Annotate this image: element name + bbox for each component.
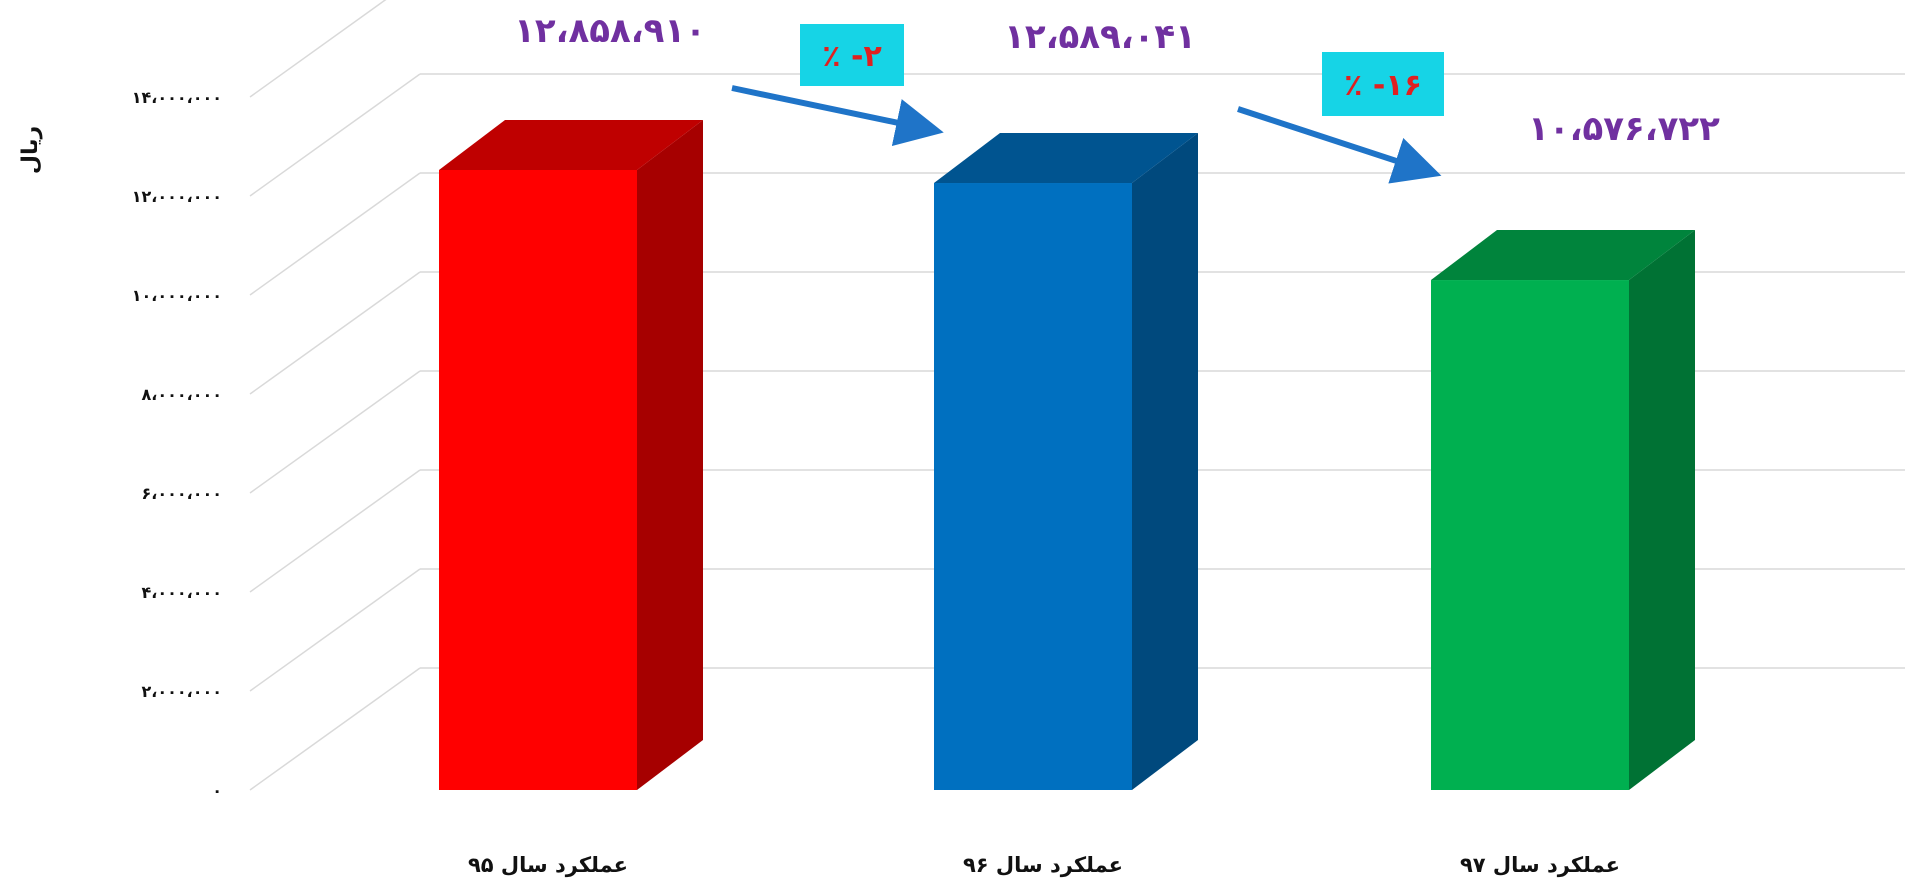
bar-side-face bbox=[637, 120, 703, 790]
change-arrow bbox=[731, 85, 944, 147]
text-layer: ۰ ۲،۰۰۰،۰۰۰ ۴،۰۰۰،۰۰۰ ۶،۰۰۰،۰۰۰ ۸،۰۰۰،۰۰۰ ۱۰،… bbox=[132, 11, 1720, 877]
y-tick-label: ۱۲،۰۰۰،۰۰۰ bbox=[132, 187, 222, 206]
bars-layer bbox=[439, 120, 1695, 790]
y-axis-label: ریال bbox=[18, 126, 43, 174]
change-arrow bbox=[1237, 106, 1442, 184]
percent-change-label: ٪ -۱۶ bbox=[1344, 68, 1422, 103]
bar-top-face bbox=[934, 133, 1198, 184]
bar-side-face bbox=[1629, 230, 1695, 790]
bar-top-face bbox=[1431, 230, 1695, 281]
y-tick-label: ۱۰،۰۰۰،۰۰۰ bbox=[132, 286, 222, 305]
bar-top-face bbox=[439, 120, 703, 170]
bar-side-face bbox=[1132, 133, 1198, 790]
x-tick-label: عملکرد سال ۹۶ bbox=[963, 853, 1123, 877]
y-tick-label: ۴،۰۰۰،۰۰۰ bbox=[141, 583, 222, 602]
bar bbox=[934, 183, 1132, 790]
gridline-diagonal bbox=[249, 667, 421, 791]
bar bbox=[439, 170, 637, 790]
y-tick-label: ۶،۰۰۰،۰۰۰ bbox=[141, 484, 222, 503]
annotations-layer: ٪ -۲ ٪ -۱۶ bbox=[731, 24, 1444, 184]
data-label: ۱۰،۵۷۶،۷۲۲ bbox=[1528, 109, 1720, 149]
y-tick-label: ۲،۰۰۰،۰۰۰ bbox=[141, 682, 222, 701]
gridline-diagonal bbox=[249, 73, 421, 197]
percent-change-box bbox=[1322, 52, 1444, 116]
data-label: ۱۲،۸۵۸،۹۱۰ bbox=[514, 11, 706, 51]
y-tick-label: ۸،۰۰۰،۰۰۰ bbox=[141, 385, 222, 404]
percent-change-label: ٪ -۲ bbox=[822, 39, 882, 74]
gridline-diagonal bbox=[249, 271, 421, 395]
percent-change-box bbox=[800, 24, 904, 86]
x-tick-label: عملکرد سال ۹۵ bbox=[468, 853, 628, 877]
x-tick-label: عملکرد سال ۹۷ bbox=[1460, 853, 1620, 877]
y-tick-label: ۰ bbox=[212, 781, 222, 800]
gridline-diagonal bbox=[249, 469, 421, 593]
gridline-diagonal bbox=[249, 568, 421, 692]
y-tick-label: ۱۴،۰۰۰،۰۰۰ bbox=[132, 88, 222, 107]
data-label: ۱۲،۵۸۹،۰۴۱ bbox=[1004, 17, 1196, 57]
gridline-diagonal bbox=[249, 370, 421, 494]
gridline-diagonal bbox=[249, 0, 387, 98]
gridline-diagonal bbox=[249, 172, 421, 296]
bar bbox=[1431, 280, 1629, 790]
